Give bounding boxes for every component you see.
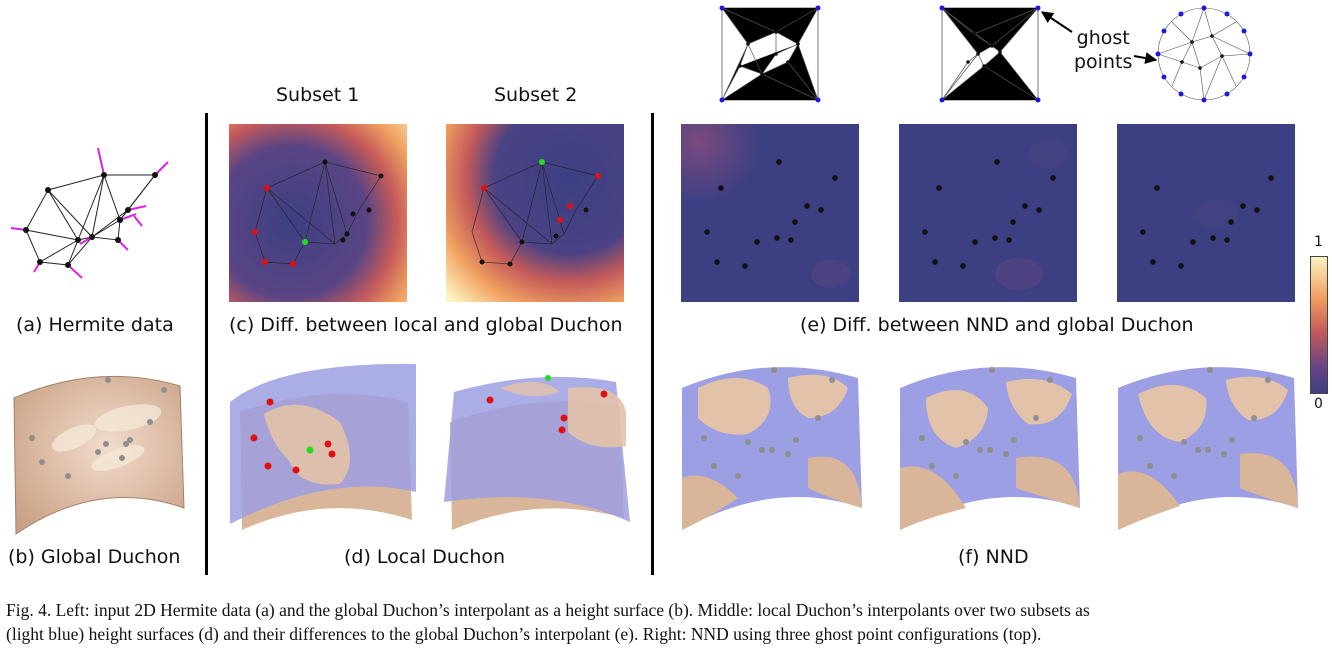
nnd-surface-3 bbox=[1114, 358, 1300, 534]
separator-left bbox=[205, 113, 208, 575]
nnd-diff-heatmap-3 bbox=[1117, 124, 1295, 302]
ghost-config-2 bbox=[938, 4, 1042, 104]
colorbar bbox=[1310, 256, 1328, 394]
caption-line-2: (light blue) height surfaces (d) and the… bbox=[6, 624, 1042, 644]
ghost-config-3 bbox=[1152, 2, 1256, 106]
subset-1-label: Subset 1 bbox=[276, 84, 360, 106]
subset-2-diff-heatmap bbox=[446, 124, 624, 302]
subset-2-label: Subset 2 bbox=[494, 84, 578, 106]
separator-right bbox=[651, 113, 654, 575]
nnd-diff-heatmap-1 bbox=[681, 124, 859, 302]
ghost-points-annotation: ghost points bbox=[1074, 26, 1132, 74]
nnd-surface-2 bbox=[896, 358, 1082, 534]
ghost-config-1 bbox=[718, 4, 822, 104]
panel-a-label: (a) Hermite data bbox=[16, 314, 174, 336]
ghost-arrows bbox=[1030, 2, 1170, 72]
ghost-annotation-line1: ghost bbox=[1076, 27, 1130, 49]
panel-d-label: (d) Local Duchon bbox=[344, 546, 506, 568]
caption-line-1: Fig. 4. Left: input 2D Hermite data (a) … bbox=[6, 600, 1090, 620]
nnd-surface-1 bbox=[678, 358, 864, 534]
panel-c-label: (c) Diff. between local and global Ducho… bbox=[229, 314, 623, 336]
local-duchon-surface-subset-2 bbox=[440, 362, 634, 532]
colorbar-max-label: 1 bbox=[1314, 234, 1323, 250]
panel-e-label: (e) Diff. between NND and global Duchon bbox=[800, 314, 1194, 336]
colorbar-min-label: 0 bbox=[1314, 396, 1323, 412]
local-duchon-surface-subset-1 bbox=[230, 362, 422, 532]
nnd-diff-heatmap-2 bbox=[899, 124, 1077, 302]
panel-f-label: (f) NND bbox=[958, 546, 1029, 568]
figure-caption: Fig. 4. Left: input 2D Hermite data (a) … bbox=[6, 598, 1326, 646]
ghost-annotation-line2: points bbox=[1074, 51, 1133, 73]
hermite-data-graph bbox=[8, 140, 178, 280]
subset-1-diff-heatmap bbox=[229, 124, 407, 302]
panel-b-label: (b) Global Duchon bbox=[8, 546, 181, 568]
global-duchon-surface bbox=[8, 368, 188, 536]
